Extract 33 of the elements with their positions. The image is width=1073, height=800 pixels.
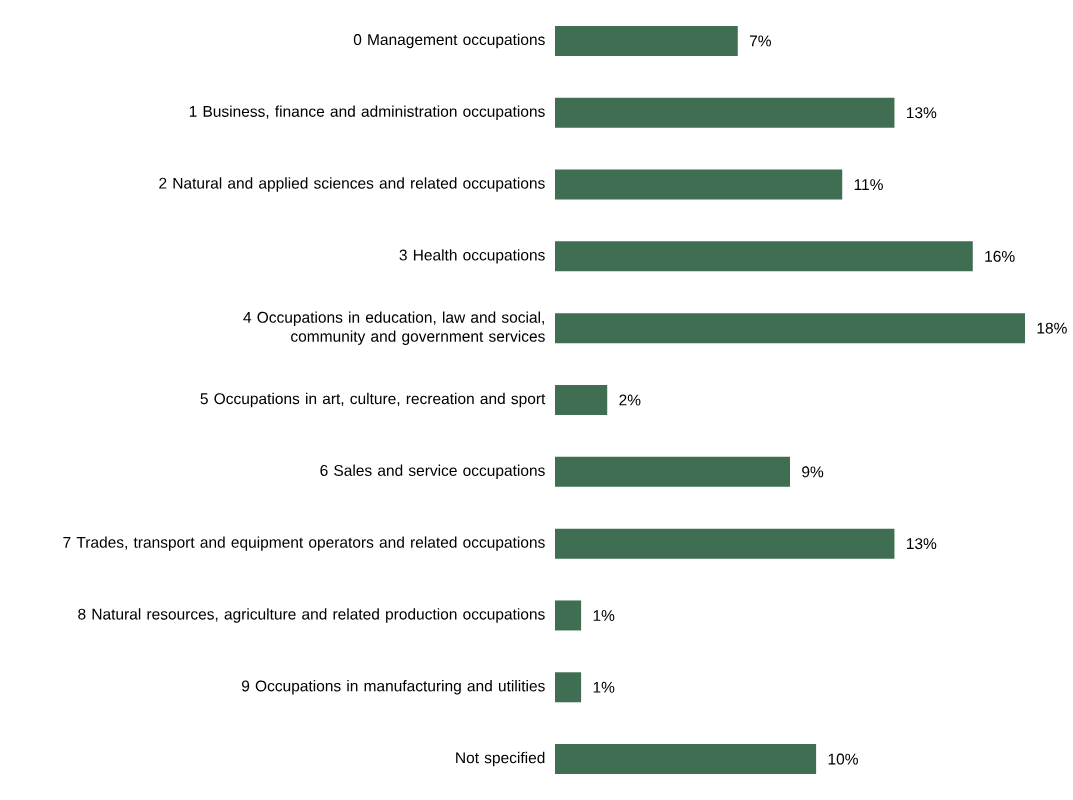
data-label: 10% (828, 753, 858, 765)
data-label: 18% (1037, 322, 1067, 334)
bar (555, 744, 817, 775)
y-tick-label: 4 Occupations in education, law and social, community and government services (243, 311, 545, 345)
y-tick-label: 1 Business, finance and administration occupations (189, 105, 545, 120)
bar (555, 169, 843, 200)
data-label: 13% (907, 538, 937, 550)
data-label: 16% (985, 250, 1015, 262)
bar (555, 313, 1025, 344)
y-tick-label: 7 Trades, transport and equipment operators and related occupations (63, 536, 545, 551)
bar (555, 25, 738, 56)
data-label: 2% (619, 394, 641, 406)
y-tick-label: 5 Occupations in art, culture, recreation and sport (200, 392, 546, 408)
y-tick-label: 6 Sales and service occupations (320, 464, 545, 480)
data-label: 1% (593, 610, 615, 621)
data-label: 7% (749, 35, 771, 47)
data-label: 11% (854, 179, 883, 190)
data-label: 1% (593, 681, 615, 693)
bar (555, 456, 790, 487)
bar (555, 97, 895, 128)
y-tick-label: 0 Management occupations (353, 33, 545, 49)
bar (555, 528, 895, 559)
y-tick-label: 9 Occupations in manufacturing and utilities (241, 680, 545, 695)
y-tick-label: 2 Natural and applied sciences and related occupations (159, 177, 545, 192)
bar (555, 600, 582, 631)
data-label: 13% (907, 107, 937, 119)
y-tick-label: 8 Natural resources, agriculture and related production occupations (78, 608, 545, 623)
bar (555, 241, 973, 272)
bar (555, 672, 582, 703)
y-tick-label: Not specified (456, 751, 545, 767)
bar (555, 385, 608, 415)
y-tick-label: 3 Health occupations (399, 249, 545, 264)
data-label: 9% (802, 466, 824, 478)
